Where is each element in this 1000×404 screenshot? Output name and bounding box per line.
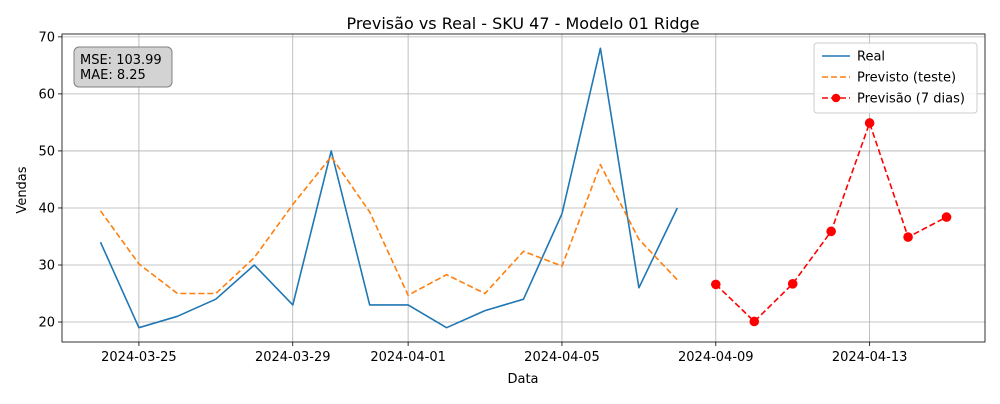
data-point-previsao-7-dias <box>941 212 952 222</box>
data-point-previsao-7-dias <box>787 279 798 289</box>
series-line-real <box>99 47 679 329</box>
data-point-previsao-7-dias <box>710 279 721 290</box>
metrics-mae-text: MAE: 8.25 <box>80 68 146 83</box>
legend-box <box>813 42 978 114</box>
data-point-previsao-7-dias <box>749 316 760 327</box>
x-tick-label: 2024-03-29 <box>255 350 331 365</box>
series-line-previsto-teste <box>99 155 678 297</box>
axis-ticks: 2024-03-25 2024-03-29 2024-04-01 2024-04-05… <box>38 30 907 365</box>
x-tick-label: 2024-03-25 <box>101 350 177 365</box>
y-axis-label: Vendas <box>15 166 30 213</box>
data-point-previsao-7-dias <box>864 118 875 128</box>
x-tick-label: 2024-04-13 <box>832 350 908 365</box>
chart-title: Previsão vs Real - SKU 47 - Modelo 01 Ri… <box>346 14 699 33</box>
y-tick-label: 60 <box>38 87 55 102</box>
x-tick-label: 2024-04-09 <box>678 350 754 365</box>
x-axis-label: Data <box>507 372 538 387</box>
y-tick-label: 30 <box>38 259 55 274</box>
series-layer <box>99 47 952 329</box>
chart-legend: Real Previsto (teste) Previsão (7 dias) <box>813 42 978 114</box>
y-tick-label: 20 <box>38 316 55 331</box>
metrics-annotation-box <box>73 46 173 88</box>
plot-frame <box>61 33 986 343</box>
legend-marker-previsao-7-dias <box>831 93 841 103</box>
metrics-annotation: MSE: 103.99 MAE: 8.25 <box>73 46 173 88</box>
legend-label-previsto-teste: Previsto (teste) <box>857 71 956 86</box>
y-tick-label: 40 <box>38 201 55 216</box>
metrics-mse-text: MSE: 103.99 <box>80 53 162 68</box>
legend-label-real: Real <box>857 50 885 65</box>
data-point-previsao-7-dias <box>826 226 836 237</box>
legend-label-previsao-7-dias: Previsão (7 dias) <box>857 92 965 107</box>
y-tick-label: 50 <box>38 144 55 159</box>
x-tick-label: 2024-04-01 <box>370 350 446 365</box>
data-point-previsao-7-dias <box>903 232 913 242</box>
x-tick-label: 2024-04-05 <box>524 350 600 365</box>
y-tick-label: 70 <box>38 30 55 45</box>
